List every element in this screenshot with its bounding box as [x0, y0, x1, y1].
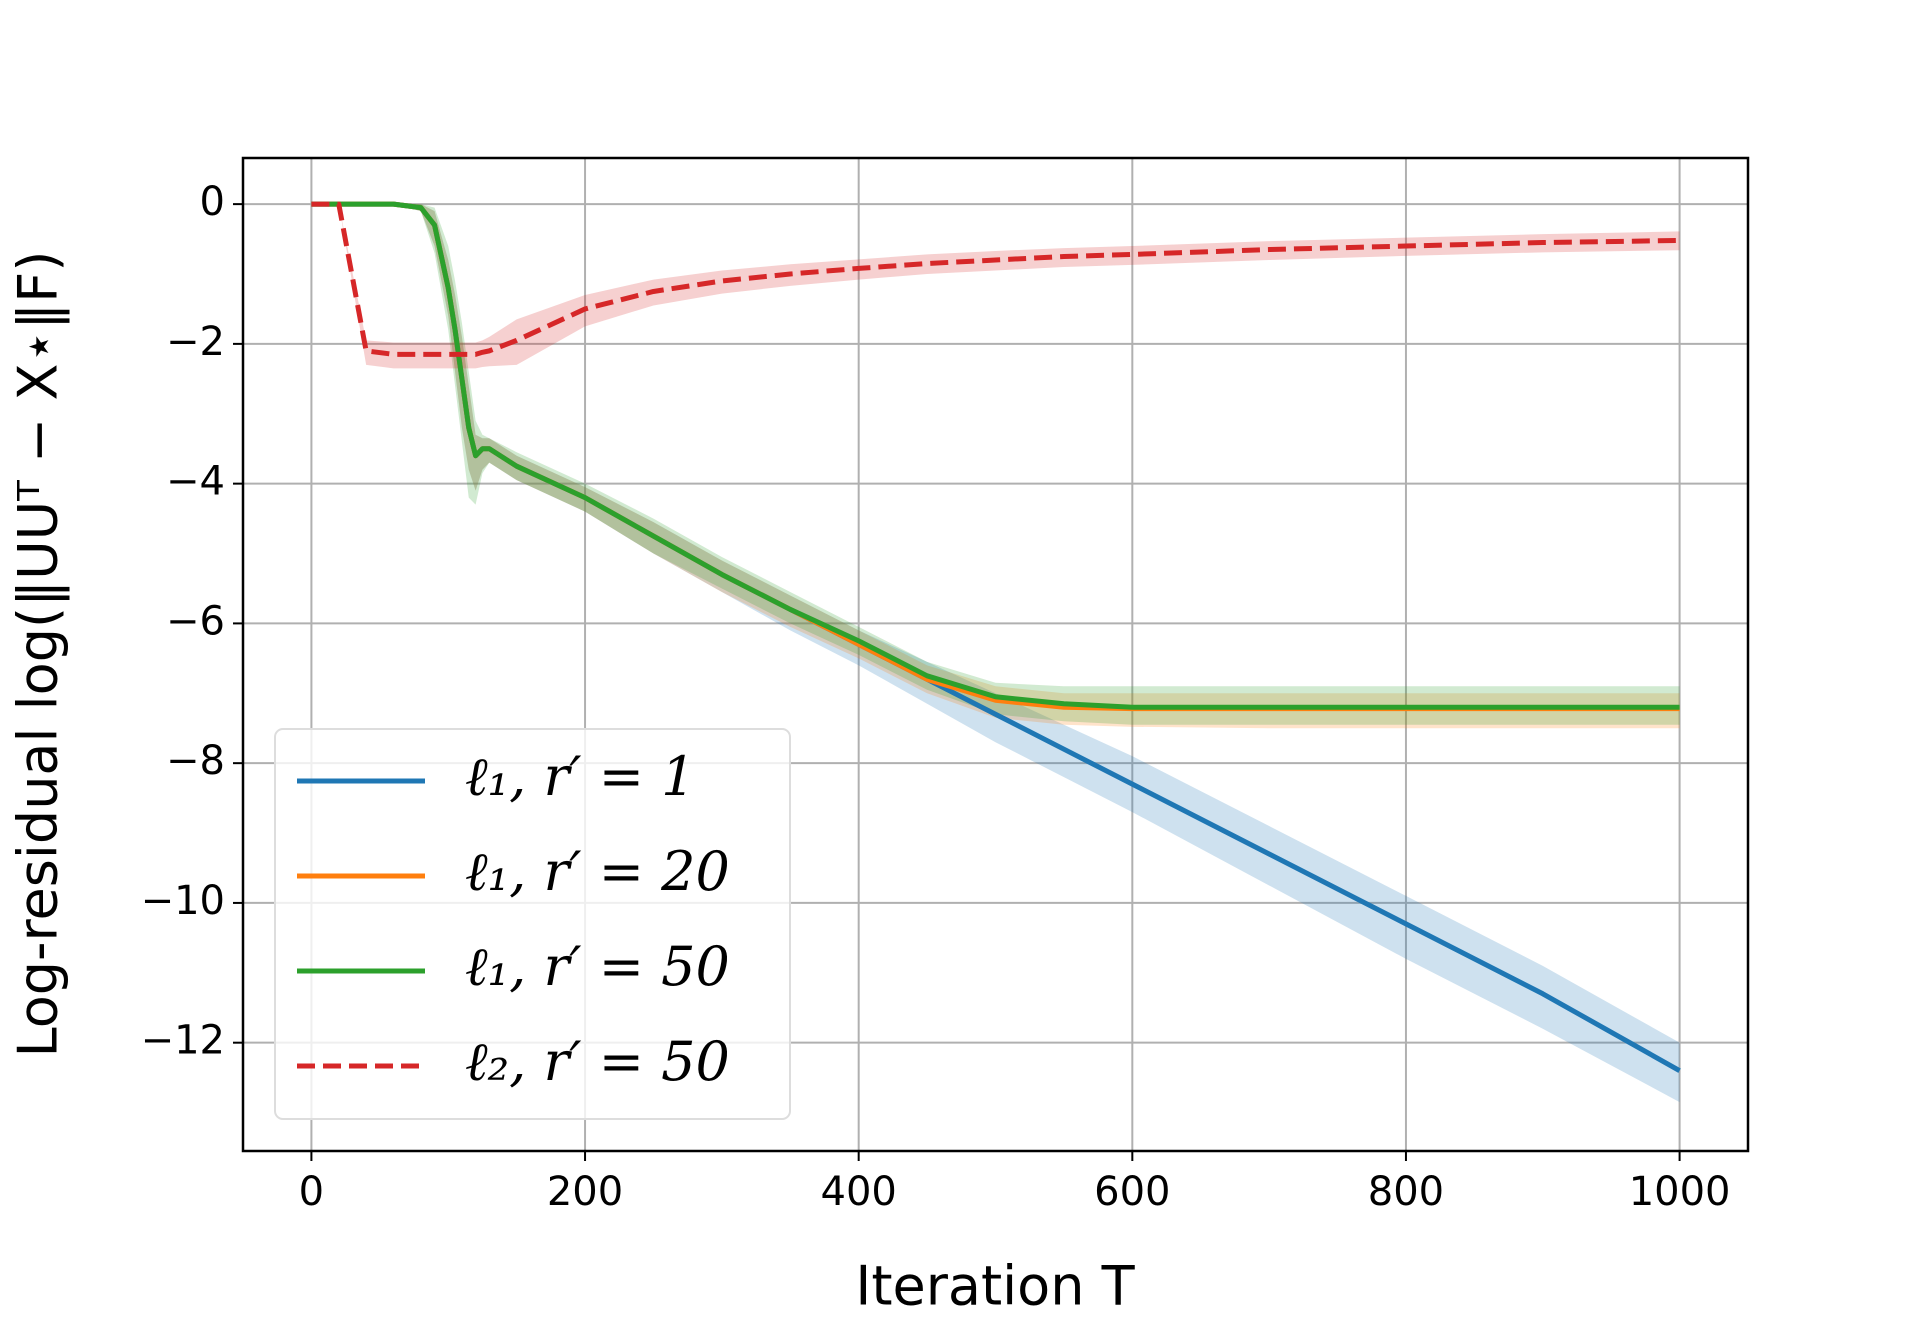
x-tick-label: 0	[299, 1169, 324, 1215]
bands	[311, 204, 1680, 1103]
confidence-band	[311, 204, 1680, 725]
confidence-band	[311, 204, 1680, 1103]
y-axis-label: Log-residual log(‖UUᵀ − X⋆‖F)	[7, 251, 70, 1058]
plot-frame	[241, 156, 1750, 1153]
x-tick-label: 800	[1368, 1169, 1444, 1215]
legend-label: ℓ₂, r′ = 50	[465, 1030, 730, 1093]
grid	[243, 158, 1748, 1151]
axes: 0 200 400 600 800 1000 −12 −10 −8 −6 −4 −2 0	[141, 179, 1731, 1215]
series-line	[311, 201, 1680, 710]
y-tick-label: −6	[166, 598, 225, 644]
y-tick-label: −2	[166, 319, 225, 365]
y-tick-label: −12	[141, 1018, 225, 1064]
x-tick-label: 600	[1094, 1169, 1170, 1215]
x-axis-label: Iteration T	[855, 1255, 1135, 1318]
confidence-band	[311, 204, 1680, 369]
legend-label: ℓ₁, r′ = 50	[465, 935, 730, 998]
y-tick-label: 0	[200, 179, 225, 225]
legend-label: ℓ₁, r′ = 1	[465, 745, 695, 808]
x-tick-label: 400	[821, 1169, 897, 1215]
y-tick-label: −10	[141, 878, 225, 924]
x-tick-label: 200	[547, 1169, 623, 1215]
series-line	[311, 201, 1680, 357]
lines	[311, 201, 1681, 1073]
legend: ℓ₁, r′ = 1 ℓ₁, r′ = 20 ℓ₁, r′ = 50 ℓ₂, r′ =…	[274, 728, 791, 1120]
y-tick-label: −4	[166, 459, 225, 505]
x-tick-label: 1000	[1629, 1169, 1731, 1215]
legend-label: ℓ₁, r′ = 20	[465, 840, 730, 903]
legend-box	[274, 728, 791, 1120]
y-tick-label: −8	[166, 738, 225, 784]
